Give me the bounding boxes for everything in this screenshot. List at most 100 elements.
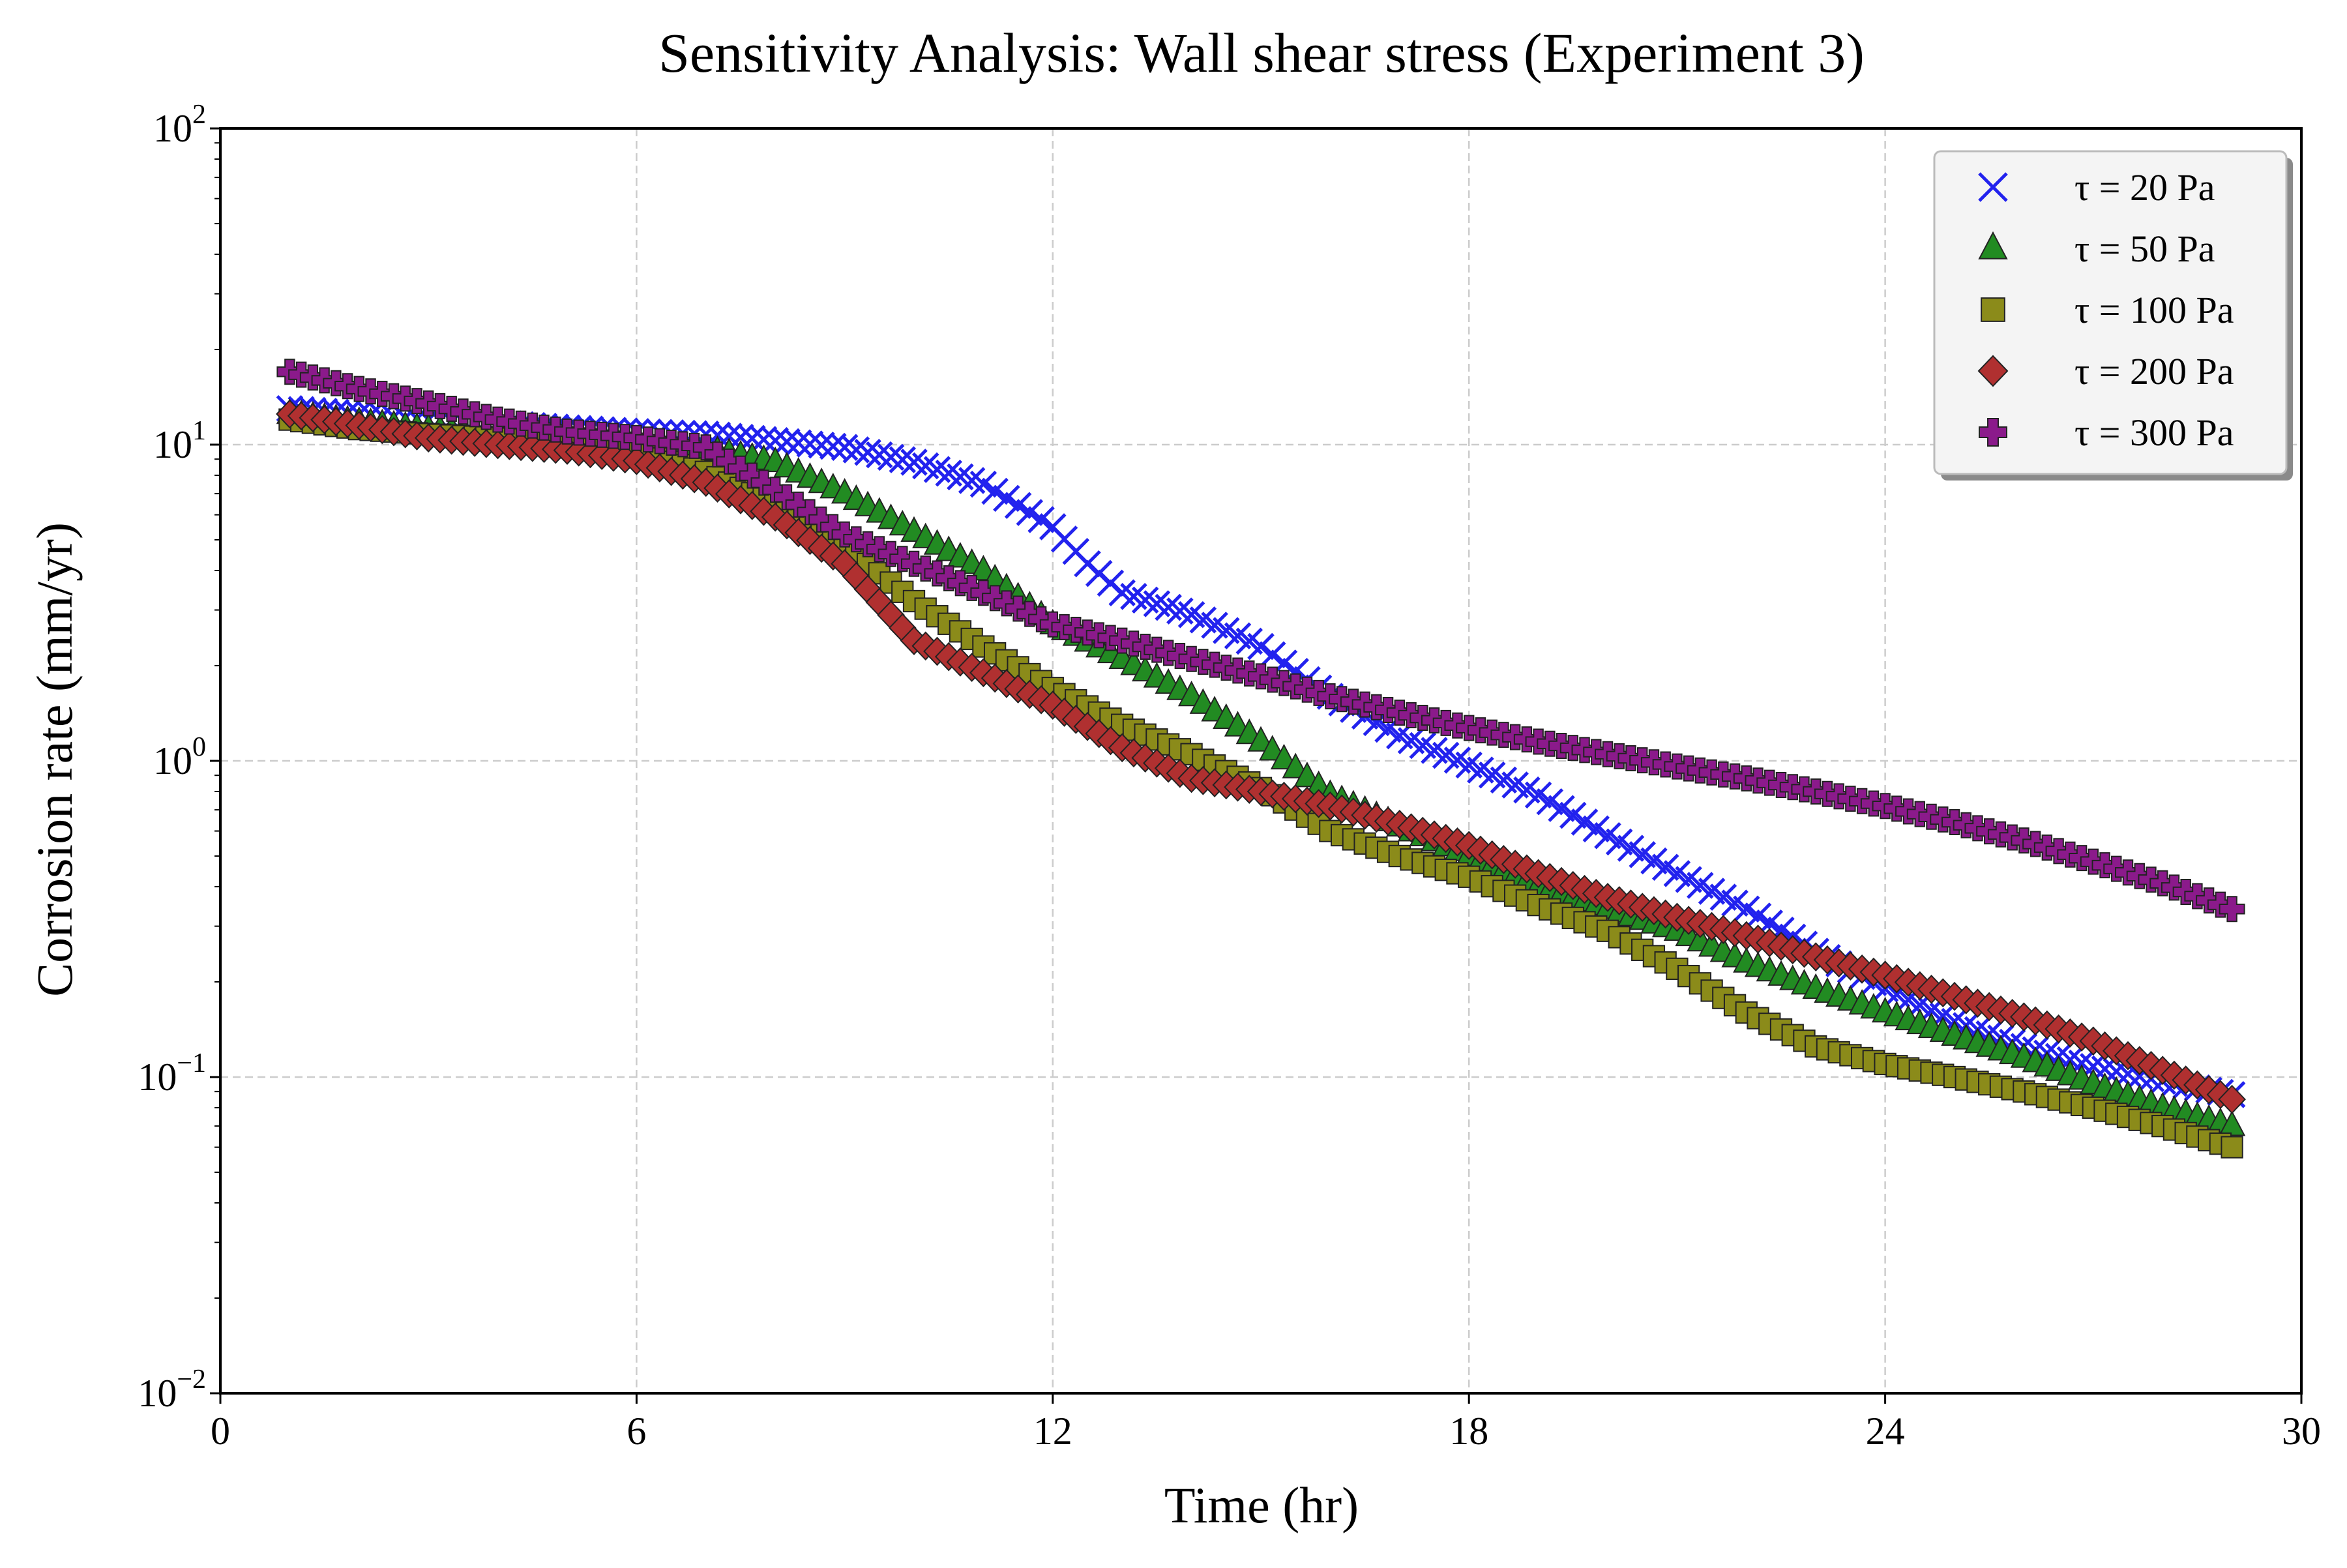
- data-point: [819, 432, 847, 460]
- marker-stroke: [808, 431, 835, 459]
- marker-stroke: [1571, 808, 1599, 836]
- data-point: [2221, 1136, 2243, 1159]
- marker-stroke: [1247, 632, 1275, 660]
- marker-stroke: [1108, 579, 1136, 607]
- marker-stroke: [1744, 902, 1772, 930]
- marker-stroke: [796, 430, 824, 458]
- marker-stroke: [1213, 617, 1240, 644]
- data-point: [1085, 718, 1114, 748]
- data-point: [784, 518, 812, 548]
- marker-stroke: [981, 477, 1009, 505]
- marker-stroke: [1687, 872, 1714, 899]
- marker-stroke: [1189, 606, 1217, 634]
- data-point: [761, 502, 790, 532]
- data-point: [784, 429, 812, 457]
- marker-stroke: [1978, 172, 2008, 202]
- data-point: [750, 426, 778, 453]
- marker-stroke: [1258, 641, 1286, 669]
- data-point: [2218, 1084, 2246, 1114]
- marker-stroke: [1443, 747, 1471, 774]
- legend-label: τ = 100 Pa: [2074, 289, 2234, 331]
- marker-stroke: [831, 434, 859, 462]
- marker-stroke: [1027, 506, 1055, 533]
- data-point: [1061, 705, 1090, 734]
- marker-stroke: [1605, 828, 1633, 856]
- marker-stroke: [1177, 600, 1205, 629]
- marker-stroke: [1524, 781, 1552, 809]
- y-tick-label: 10−2: [138, 1365, 206, 1415]
- marker-stroke: [911, 452, 939, 480]
- marker-stroke: [1467, 756, 1494, 784]
- legend-marker: [1979, 418, 2007, 447]
- marker-stroke: [1501, 771, 1529, 799]
- marker-stroke: [866, 441, 893, 469]
- data-point: [877, 443, 905, 471]
- data-point: [831, 434, 859, 462]
- legend-label: τ = 200 Pa: [2074, 350, 2234, 392]
- marker-stroke: [889, 446, 917, 473]
- marker-stroke: [773, 428, 801, 456]
- marker-stroke: [969, 470, 997, 498]
- legend: τ = 20 Pa τ = 50 Pa τ = 100 Pa τ = 200 Pa τ …: [1933, 150, 2293, 481]
- data-point: [1247, 632, 1275, 660]
- data-point: [761, 427, 789, 454]
- marker-stroke: [1478, 761, 1506, 789]
- marker-stroke: [1733, 895, 1760, 923]
- marker-stroke: [1409, 732, 1437, 760]
- marker-stroke: [1432, 741, 1460, 769]
- legend-marker: [1978, 231, 2008, 259]
- data-point: [889, 446, 917, 473]
- legend-label: τ = 20 Pa: [2074, 166, 2215, 209]
- data-point: [773, 428, 801, 456]
- data-point: [1258, 641, 1286, 669]
- marker-stroke: [854, 439, 881, 466]
- plot-frame: [219, 127, 2303, 1395]
- data-series: [276, 359, 2246, 1159]
- marker-stroke: [1131, 586, 1159, 614]
- legend-box: [1933, 150, 2288, 475]
- marker-stroke: [1143, 590, 1171, 617]
- data-point: [1282, 752, 1309, 778]
- marker-stroke: [1201, 612, 1228, 639]
- x-tick-label: 18: [1449, 1410, 1488, 1453]
- marker-stroke: [1016, 499, 1044, 526]
- marker-stroke: [819, 432, 847, 460]
- marker-stroke: [1120, 583, 1147, 610]
- marker-stroke: [1709, 883, 1737, 911]
- marker-stroke: [784, 429, 812, 457]
- y-tick-label: 101: [153, 416, 206, 466]
- marker-stroke: [1235, 627, 1263, 655]
- x-tick-label: 0: [211, 1410, 230, 1453]
- data-point: [2219, 896, 2245, 923]
- marker-stroke: [958, 467, 986, 494]
- y-axis-label: Corrosion rate (mm/yr): [26, 522, 83, 997]
- y-tick-label: 10−1: [138, 1048, 206, 1099]
- marker-stroke: [842, 436, 870, 464]
- legend-marker: [1977, 355, 2009, 387]
- data-point: [1270, 743, 1298, 770]
- marker-stroke: [750, 426, 778, 453]
- data-point: [796, 430, 824, 458]
- marker-stroke: [1721, 889, 1749, 917]
- marker-stroke: [1675, 866, 1702, 893]
- data-point: [842, 436, 870, 464]
- marker-stroke: [1224, 622, 1252, 650]
- marker-stroke: [1594, 821, 1621, 850]
- data-point: [2218, 1110, 2246, 1136]
- marker-stroke: [1548, 795, 1575, 822]
- marker-stroke: [877, 443, 905, 471]
- marker-stroke: [1698, 878, 1726, 905]
- marker-stroke: [1490, 766, 1518, 794]
- marker-stroke: [1629, 841, 1656, 868]
- legend-marker: [1978, 172, 2008, 202]
- marker-stroke: [1617, 835, 1645, 862]
- marker-stroke: [1536, 788, 1564, 816]
- marker-stroke: [1559, 801, 1587, 829]
- marker-stroke: [1651, 853, 1679, 881]
- x-tick-label: 12: [1033, 1410, 1072, 1453]
- marker-stroke: [923, 456, 951, 483]
- x-axis-label: Time (hr): [1164, 1477, 1359, 1533]
- legend-label: τ = 300 Pa: [2074, 411, 2234, 454]
